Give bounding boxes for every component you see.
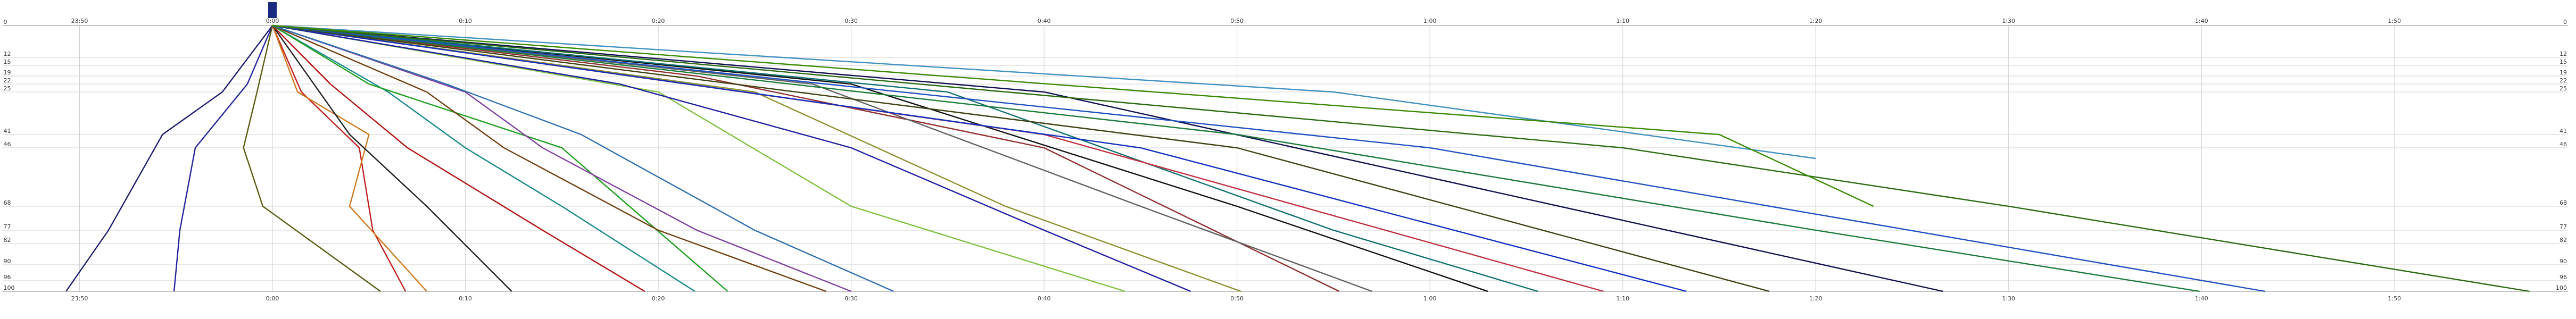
x-tick-label: 1:50 <box>2388 295 2401 302</box>
train-line <box>272 24 2200 292</box>
x-tick-label: 1:40 <box>2195 18 2208 24</box>
train-line <box>272 24 1816 160</box>
train-line <box>272 24 1191 292</box>
train-line <box>272 24 1125 292</box>
x-tick-label: 0:30 <box>844 18 858 24</box>
y-tick-label: 46 <box>2560 141 2567 148</box>
y-tick-label: 90 <box>2560 258 2567 265</box>
y-tick-label: 19 <box>2560 69 2567 76</box>
x-tick-label: 0:50 <box>1230 295 1244 302</box>
y-tick-label: 68 <box>2560 199 2567 206</box>
y-tick-label: 90 <box>4 258 11 265</box>
train-line <box>271 25 407 292</box>
y-tick-label: 82 <box>4 237 11 244</box>
x-tick-label: 1:30 <box>2002 295 2015 302</box>
train-line <box>272 24 1943 292</box>
y-tick-label: 12 <box>4 51 11 57</box>
train-line <box>272 24 1687 292</box>
y-tick-label: 41 <box>4 128 11 135</box>
origin-marker <box>268 2 277 18</box>
y-tick-label: 15 <box>4 58 11 65</box>
train-line <box>272 24 826 292</box>
x-tick-label: 0:20 <box>652 18 665 24</box>
y-tick-label: 19 <box>4 69 11 76</box>
train-line <box>272 24 1340 292</box>
train-line <box>272 24 2530 292</box>
x-tick-label: 1:50 <box>2388 18 2401 24</box>
x-tick-label: 23:50 <box>71 295 88 302</box>
y-tick-label: 0 <box>4 19 7 26</box>
y-tick-label: 82 <box>2560 237 2567 244</box>
x-tick-label: 1:10 <box>1616 295 1629 302</box>
y-tick-label: 22 <box>2560 77 2567 84</box>
x-tick-label: 0:30 <box>844 295 858 302</box>
y-tick-label: 0 <box>2563 19 2567 26</box>
x-tick-label: 1:40 <box>2195 295 2208 302</box>
train-line <box>272 24 1770 292</box>
x-tick-label: 0:50 <box>1230 18 1244 24</box>
y-tick-label: 25 <box>2560 85 2567 92</box>
x-tick-label: 0:20 <box>652 295 665 302</box>
x-tick-label: 0:00 <box>266 295 279 302</box>
y-tick-label: 77 <box>2560 223 2567 230</box>
train-line <box>272 25 512 292</box>
x-tick-label: 23:50 <box>71 18 88 24</box>
y-tick-label: 100 <box>4 284 15 291</box>
x-tick-label: 1:20 <box>1809 18 1823 24</box>
y-tick-label: 46 <box>4 141 11 148</box>
train-line <box>272 24 1241 292</box>
train-line <box>272 24 695 292</box>
y-tick-label: 96 <box>2560 274 2567 281</box>
x-tick-label: 1:00 <box>1423 18 1437 24</box>
train-line <box>272 24 728 292</box>
y-tick-label: 12 <box>2560 51 2567 57</box>
x-tick-label: 1:10 <box>1616 18 1629 24</box>
y-tick-label: 96 <box>4 274 11 281</box>
y-tick-label: 68 <box>4 199 11 206</box>
train-line <box>272 24 2266 292</box>
y-tick-label: 77 <box>4 223 11 230</box>
y-tick-label: 41 <box>2560 128 2567 135</box>
x-tick-label: 1:30 <box>2002 18 2015 24</box>
y-tick-label: 22 <box>4 77 11 84</box>
train-line <box>272 24 1372 292</box>
train-line <box>272 24 894 292</box>
train-line <box>243 25 381 292</box>
x-tick-label: 1:20 <box>1809 295 1823 302</box>
train-line <box>65 25 273 292</box>
x-tick-label: 0:00 <box>266 18 279 24</box>
x-tick-label: 1:00 <box>1423 295 1437 302</box>
y-tick-label: 100 <box>2556 284 2567 291</box>
train-line <box>272 24 1874 207</box>
train-line <box>272 25 645 292</box>
x-tick-label: 0:40 <box>1038 295 1051 302</box>
x-tick-label: 0:10 <box>459 18 472 24</box>
train-line <box>173 25 274 292</box>
train-line <box>272 24 852 292</box>
x-tick-label: 0:10 <box>459 295 472 302</box>
train-line <box>272 24 1488 292</box>
y-tick-label: 25 <box>4 85 11 92</box>
y-tick-label: 15 <box>2560 58 2567 65</box>
x-tick-label: 0:40 <box>1038 18 1051 24</box>
train-line <box>271 25 427 292</box>
